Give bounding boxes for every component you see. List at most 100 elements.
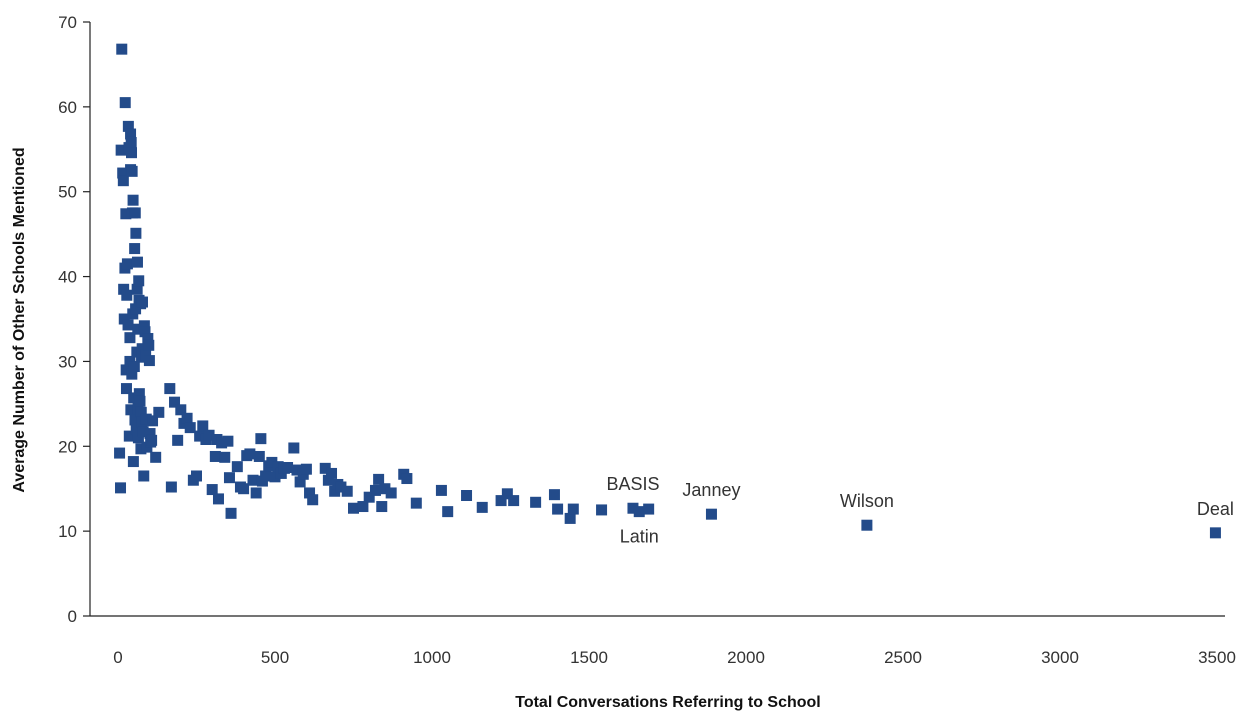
data-point — [165, 481, 177, 493]
x-axis-title: Total Conversations Referring to School — [515, 694, 821, 711]
x-tick-label: 2000 — [727, 648, 765, 667]
data-point — [125, 404, 137, 416]
data-point — [373, 473, 385, 485]
data-point — [164, 383, 176, 395]
axes — [89, 22, 1225, 617]
data-point — [146, 434, 158, 446]
data-point — [138, 470, 150, 482]
data-point — [144, 428, 156, 440]
data-point — [138, 320, 150, 332]
data-point — [238, 483, 250, 495]
data-point — [307, 494, 319, 506]
data-point — [247, 474, 259, 486]
x-tick-label: 3500 — [1198, 648, 1236, 667]
y-tick-label: 40 — [58, 268, 77, 287]
data-point — [530, 496, 542, 508]
data-point — [133, 388, 145, 400]
data-point — [260, 470, 272, 482]
x-axis-ticks: 0 500 1000 1500 2000 2500 3000 3500 — [113, 648, 1236, 667]
data-point — [461, 490, 473, 502]
data-point — [142, 333, 154, 345]
data-point — [348, 502, 359, 514]
x-tick-label: 1000 — [413, 648, 451, 667]
data-point — [143, 339, 155, 351]
data-point — [633, 506, 645, 518]
y-tick-label: 30 — [58, 352, 77, 371]
data-point — [120, 208, 132, 220]
data-point — [140, 349, 152, 361]
data-point — [272, 461, 284, 473]
data-point — [266, 456, 278, 468]
data-point — [114, 447, 126, 459]
data-point — [225, 507, 237, 519]
data-point — [132, 432, 144, 444]
data-point — [476, 501, 488, 513]
data-point — [552, 503, 564, 515]
y-axis-ticks: 0 10 20 30 40 50 60 70 — [58, 13, 90, 626]
data-point — [442, 506, 454, 518]
data-point — [253, 450, 265, 462]
data-point — [129, 243, 141, 255]
data-point — [203, 429, 215, 441]
data-point — [282, 462, 294, 473]
data-point — [133, 275, 145, 287]
data-point — [127, 456, 139, 468]
data-point — [596, 504, 608, 516]
data-point — [121, 289, 133, 301]
data-point — [627, 502, 639, 514]
data-point — [219, 451, 231, 463]
data-point — [135, 406, 147, 418]
data-point — [130, 423, 142, 435]
y-tick-label: 20 — [58, 437, 77, 456]
data-point — [130, 227, 142, 239]
data-point — [125, 128, 137, 140]
data-point — [435, 484, 447, 496]
data-point — [139, 326, 151, 338]
data-point — [124, 332, 136, 344]
annotation-label: Deal — [1197, 499, 1234, 519]
data-point — [564, 512, 576, 524]
data-point — [125, 136, 137, 148]
data-point — [501, 488, 513, 500]
y-tick-label: 70 — [58, 13, 77, 32]
data-point — [128, 361, 140, 373]
data-point — [115, 482, 127, 494]
data-point — [126, 368, 138, 380]
data-point — [131, 283, 143, 295]
data-point — [567, 503, 579, 515]
data-point — [191, 470, 202, 482]
data-point — [153, 406, 165, 418]
data-point — [143, 355, 155, 367]
data-point — [369, 484, 381, 496]
data-point — [136, 296, 148, 308]
data-point — [169, 396, 181, 408]
data-point — [132, 323, 144, 335]
data-point — [140, 413, 152, 425]
data-point — [244, 448, 256, 460]
data-point — [1209, 527, 1221, 539]
data-point — [123, 430, 135, 442]
data-point — [137, 426, 149, 438]
data-point — [128, 392, 140, 404]
data-point — [181, 412, 193, 424]
data-point — [172, 434, 184, 446]
data-point — [118, 283, 130, 295]
data-point — [116, 43, 128, 55]
y-tick-label: 10 — [58, 522, 77, 541]
data-point — [376, 501, 388, 513]
data-points — [114, 43, 1221, 539]
data-point — [341, 485, 353, 497]
data-point — [250, 487, 262, 499]
data-point — [194, 430, 206, 442]
annotation-label: Janney — [682, 480, 740, 500]
data-point — [495, 495, 507, 507]
data-point — [385, 487, 397, 499]
data-point — [135, 443, 147, 455]
data-point — [117, 167, 129, 179]
data-point — [410, 497, 422, 509]
data-point — [115, 144, 127, 156]
data-point — [134, 395, 146, 407]
data-point — [304, 487, 316, 499]
x-tick-label: 3000 — [1041, 648, 1079, 667]
data-point — [269, 471, 281, 483]
